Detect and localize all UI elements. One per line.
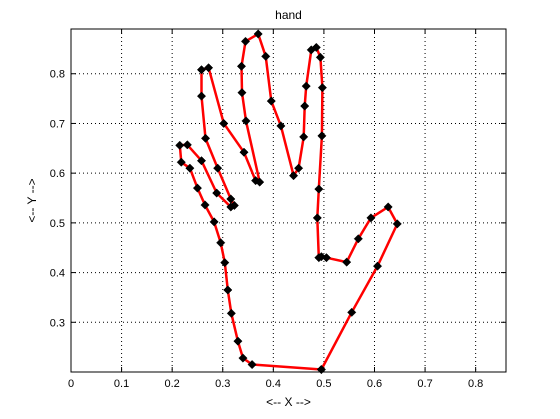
data-point-marker [238,353,248,363]
data-point-marker [294,163,304,173]
data-point-marker [200,133,211,143]
data-point-marker [196,156,207,166]
data-point-marker [301,81,311,91]
y-tick-label: 0.4 [50,268,65,280]
series-layer [175,29,402,375]
data-point-marker [247,359,257,370]
data-point-marker [266,96,276,106]
chart-title: hand [275,8,302,22]
x-tick-label: 0.7 [417,378,432,390]
x-tick-label: 0.1 [114,378,129,390]
x-tick-label: 0 [68,378,74,390]
data-point-marker [236,61,247,71]
data-point-marker [276,121,286,131]
y-tick-label: 0.3 [50,317,65,329]
data-point-marker [255,177,265,187]
data-point-marker [216,238,226,248]
data-point-marker [372,261,383,271]
y-tick-label: 0.5 [50,218,65,230]
data-point-marker [312,213,322,223]
y-axis-label: <-- Y --> [25,178,39,222]
data-point-marker [220,258,230,268]
data-point-marker [300,101,310,111]
data-point-marker [241,116,251,126]
data-point-marker [314,184,324,194]
data-point-marker [204,63,214,73]
x-tick-label: 0.4 [266,378,281,390]
x-axis-label: <-- X --> [266,395,311,409]
data-point-marker [212,188,222,198]
data-point-marker [317,131,327,141]
data-point-marker [219,118,229,129]
x-tick-label: 0.8 [468,378,483,390]
x-tick-label: 0.2 [165,378,180,390]
data-point-marker [383,202,393,212]
data-point-marker [366,213,376,223]
data-point-marker [196,65,207,75]
x-tick-label: 0.3 [215,378,230,390]
data-point-marker [240,36,251,46]
y-tick-label: 0.7 [50,118,65,130]
data-point-marker [237,88,247,98]
data-point-marker [213,163,223,173]
data-point-marker [239,147,249,157]
data-point-marker [200,200,210,210]
data-point-marker [347,307,357,317]
data-point-marker [253,29,263,39]
data-point-marker [196,91,207,101]
data-point-marker [176,157,186,167]
axis-ticks: 0 0.1 0.2 0.3 0.4 0.5 0.6 0.7 0.8 0.3 0.4 0.5 0.6 0.7… [50,29,506,390]
data-point-marker [229,200,239,211]
data-point-marker [342,257,352,267]
data-point-marker [175,140,185,150]
data-point-marker [392,219,402,229]
x-tick-label: 0.6 [367,378,382,390]
data-point-marker [182,140,192,150]
data-point-marker [226,194,236,204]
data-point-marker [209,217,219,227]
data-point-marker [226,308,236,318]
y-tick-label: 0.8 [50,69,65,81]
data-point-marker [321,253,331,263]
x-tick-label: 0.5 [316,378,331,390]
data-point-marker [223,285,233,295]
data-point-marker [317,83,327,93]
data-point-marker [192,183,203,193]
data-point-marker [233,336,243,346]
data-point-marker [261,51,271,61]
data-point-marker [311,42,321,52]
data-point-marker [316,364,326,375]
data-point-marker [353,234,363,244]
data-point-marker [289,171,299,181]
data-point-marker [299,132,309,142]
y-tick-label: 0.6 [50,168,65,180]
data-point-marker [315,52,325,62]
grid-lines [71,29,506,372]
plot-frame [70,28,507,373]
plot-area [71,29,506,372]
data-point-marker [185,163,195,173]
